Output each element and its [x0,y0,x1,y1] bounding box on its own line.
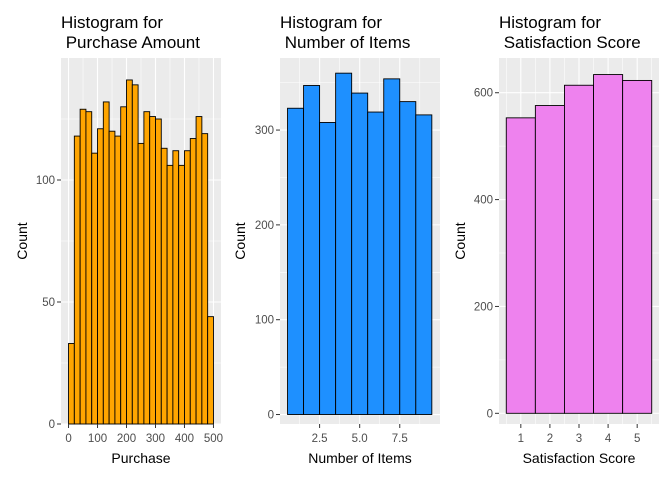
histogram-bar [178,164,185,425]
x-tick-label: 5 [634,433,640,445]
histogram-bar [166,164,174,425]
chart-title: Histogram for Purchase Amount [61,13,200,52]
histogram-bar [114,135,122,425]
histogram-bar [593,74,624,414]
x-tick-label: 2.5 [312,433,328,445]
y-tick-label: 100 [255,315,274,327]
y-tick-label: 600 [474,88,493,100]
chart-title-line: Satisfaction Score [499,33,641,52]
histogram-bar [207,316,214,425]
histogram-bar [505,117,536,414]
y-tick-label: 50 [42,297,55,309]
histogram-bar [97,128,104,425]
x-tick-label: 500 [204,433,223,445]
histogram-bar [79,108,87,425]
x-tick-label: 0 [65,433,71,445]
histogram-bar [415,114,433,415]
x-tick-label: 2 [547,433,553,445]
x-tick-label: 1 [518,433,524,445]
histogram-panel-1: Histogram for Purchase Amount 0 50 100 0 100 2… [14,13,223,466]
histogram-bar [85,111,93,425]
x-tick-label: 300 [146,433,165,445]
histogram-bar [108,130,116,425]
chart-title-line: Number of Items [280,33,410,52]
y-axis-title: Count [14,222,30,259]
x-tick-label: 200 [117,433,136,445]
histogram-bar [189,138,197,425]
x-axis-title: Number of Items [308,450,411,466]
histogram-bar [622,79,653,414]
histogram-bar [351,92,369,415]
histogram-panel-3: Histogram for Satisfaction Score 0 200 400 6… [452,13,659,466]
y-tick-label: 300 [255,125,274,137]
y-axis-title: Count [452,222,468,259]
histogram-bar [564,84,594,414]
chart-title-line: Histogram for [280,13,382,32]
histogram-bar [184,150,191,425]
histogram-bar [172,150,180,425]
y-tick-label: 400 [474,195,493,207]
y-tick-label: 200 [474,301,493,313]
histogram-bar [155,118,162,425]
x-tick-label: 4 [605,433,612,445]
histogram-bar [383,78,401,415]
histogram-bar [91,152,98,425]
y-tick-label: 100 [36,175,55,187]
histogram-bar [73,135,81,425]
histogram-bar [303,85,321,415]
histogram-bar [102,101,110,425]
x-tick-label: 100 [88,433,107,445]
histogram-bar [534,105,565,414]
x-tick-label: 5.0 [352,433,368,445]
y-tick-label: 0 [487,408,493,420]
chart-title: Histogram for Satisfaction Score [499,13,641,52]
histogram-bar [201,133,209,425]
chart-title-line: Purchase Amount [61,33,200,52]
x-tick-label: 7.5 [392,433,408,445]
histogram-bar [137,142,145,425]
histogram-panel-2: Histogram for Number of Items 0 100 200 300 2… [232,13,440,466]
histogram-bar [367,111,385,415]
chart-title-line: Histogram for [499,13,601,32]
x-axis-title: Purchase [111,450,170,466]
y-tick-label: 0 [49,419,55,431]
y-axis-title: Count [232,222,248,259]
y-tick-label: 200 [255,220,274,232]
x-tick-label: 400 [175,433,194,445]
histogram-bar [160,147,168,425]
chart-title: Histogram for Number of Items [280,13,410,52]
histogram-bar [143,111,151,425]
histogram-bar [195,116,203,425]
chart-title-line: Histogram for [61,13,163,32]
histogram-bar [126,79,133,425]
histogram-bar [131,84,139,425]
histogram-bar [319,122,337,415]
histogram-bar [287,107,305,415]
x-axis-title: Satisfaction Score [523,450,636,466]
histogram-bar [399,101,417,415]
y-tick-label: 0 [268,410,274,422]
histogram-bar [335,72,353,415]
histogram-bar [68,343,75,425]
histogram-bar [120,106,127,425]
x-tick-label: 3 [576,433,582,445]
histogram-bar [149,116,156,425]
